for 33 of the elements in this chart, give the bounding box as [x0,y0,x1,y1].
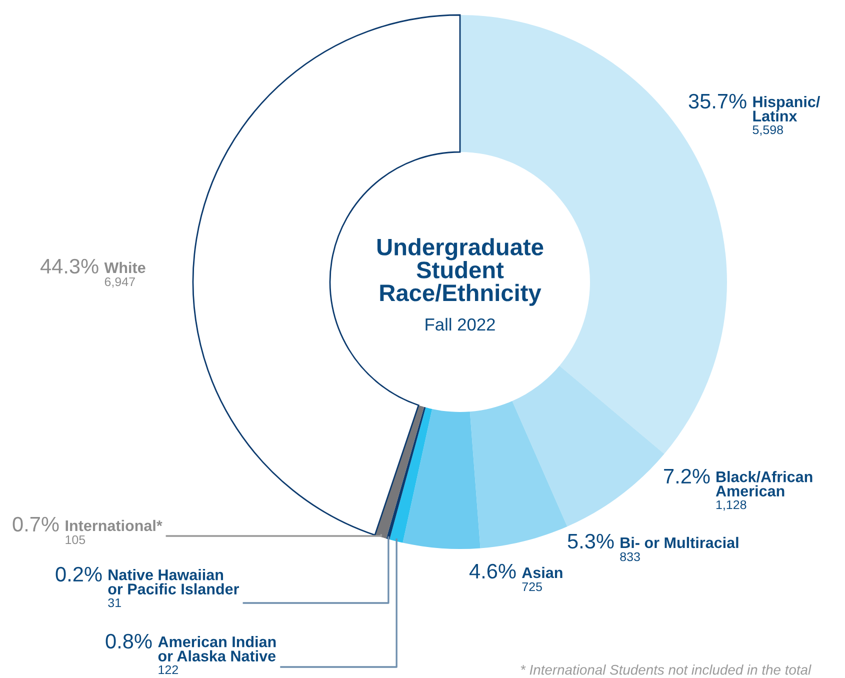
text: 1,128 [716,500,746,511]
slice-label: White [104,262,146,274]
text: 105 [66,535,86,544]
slice-label: Bi- or Multiracial [620,536,738,548]
slice-label: International* [66,520,162,532]
donut-slice [386,406,426,540]
data-label: 0.7% [12,516,59,532]
data-label: 4.6% [469,564,516,579]
data-label: 35.7% [688,94,746,109]
slice-label: Asian [522,566,562,578]
text: Fall 2022 [426,318,495,331]
text: 5,598 [752,125,783,136]
text: Undergraduate Student Race/Ethnicity [377,238,544,306]
text: 725 [522,582,542,592]
data-label: 0.2% [56,566,102,582]
slice-label: Native Hawaiian or Pacific Islander [108,569,240,594]
donut-slice [390,407,432,543]
donut-slice [470,401,568,548]
data-label: 44.3% [40,258,98,274]
data-label: 7.2% [664,468,710,484]
text: * International Students not included in the total [520,664,812,675]
text: 833 [620,552,640,562]
slice-label: American Indian or Alaska Native [158,636,276,662]
donut-slice [374,405,424,539]
data-label: 0.8% [106,634,152,649]
donut-slice [402,408,480,549]
donut-slice [512,366,664,527]
data-label: 5.3% [568,534,614,549]
slice-label: Hispanic/ Latinx [753,96,820,122]
slice-label: Black/African American [716,471,812,496]
text: 31 [108,598,121,608]
text: 6,947 [104,277,135,288]
text: 122 [158,665,178,674]
